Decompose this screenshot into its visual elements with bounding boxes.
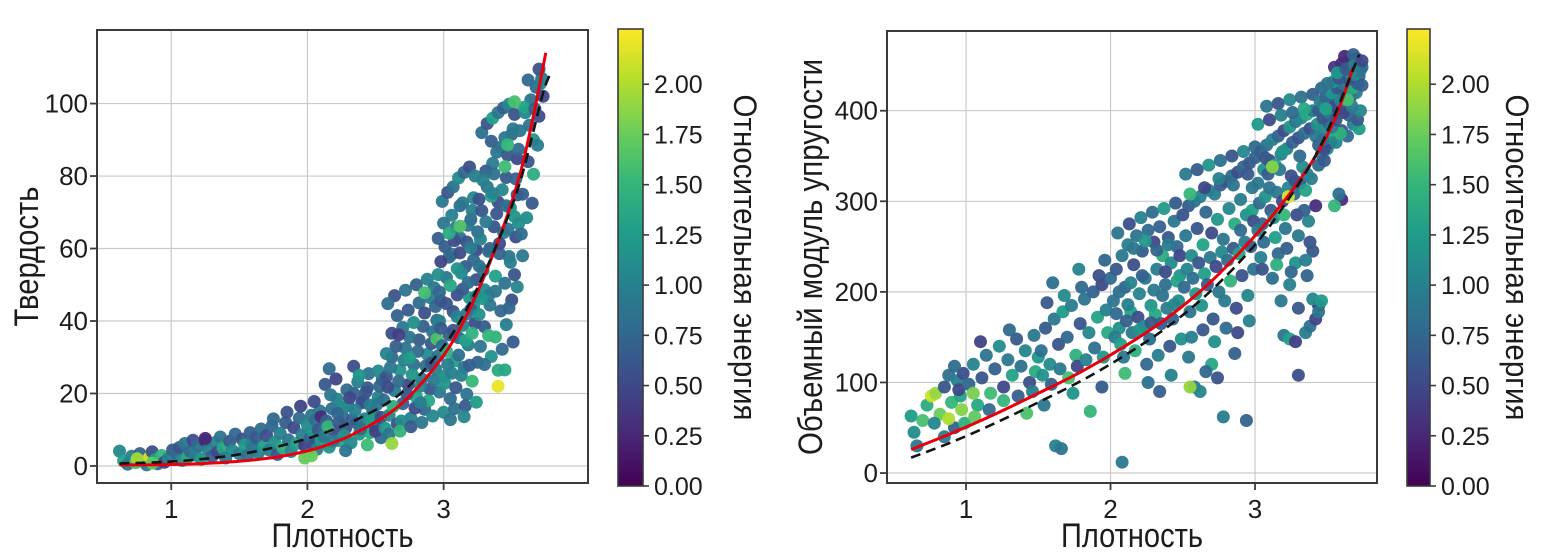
colorbar-tick-label: 0.75 xyxy=(1441,322,1490,350)
colorbar-tick-label: 2.00 xyxy=(1441,71,1490,99)
colorbar-tick-label: 1.25 xyxy=(654,222,703,250)
scatter-points xyxy=(113,62,550,472)
y-tick-label: 0 xyxy=(74,451,88,481)
y-tick-label: 100 xyxy=(835,367,878,397)
colorbar-tick-labels: 0.00 0.25 0.50 0.75 1.00 1.25 1.50 1.75 2.00 xyxy=(654,71,703,501)
axis-ticks xyxy=(90,102,445,490)
y-tick-label: 200 xyxy=(835,277,878,307)
colorbar-label: Относительная энергия xyxy=(1499,95,1535,421)
colorbar-tick-label: 1.50 xyxy=(1441,172,1490,200)
y-tick-label: 300 xyxy=(835,186,878,216)
black-dashed-fit-curve xyxy=(119,74,552,465)
y-axis-label: Твердость xyxy=(8,187,46,327)
black-dashed-fit-curve xyxy=(910,54,1361,459)
colorbar-tick-label: 0.50 xyxy=(654,373,703,401)
x-tick-label: 1 xyxy=(959,494,973,524)
colorbar-tick-label: 1.25 xyxy=(1441,222,1490,250)
plot-border xyxy=(886,30,1378,484)
red-fit-curve xyxy=(119,52,548,467)
hardness-vs-density-panel: 1 2 3 0 20 40 60 80 100 Плотность Твердость 0.00 0.2… xyxy=(8,28,763,554)
colorbar-ticks xyxy=(1430,83,1436,487)
colorbar-label: Относительная энергия xyxy=(727,95,763,421)
colorbar-ticks xyxy=(643,83,649,487)
y-tick-label: 100 xyxy=(45,89,88,119)
colorbar-tick-label: 1.50 xyxy=(654,172,703,200)
y-tick-label: 0 xyxy=(864,458,878,488)
x-axis-label: Плотность xyxy=(272,517,414,554)
bulk-modulus-vs-density-panel: 1 2 3 0 100 200 300 400 Плотность Объемный модуль… xyxy=(792,28,1535,554)
colorbar-tick-label: 0.00 xyxy=(1441,473,1490,501)
y-tick-label: 400 xyxy=(835,96,878,126)
x-axis-label: Плотность xyxy=(1061,517,1203,554)
colorbar-tick-label: 0.25 xyxy=(1441,423,1490,451)
y-tick-label: 40 xyxy=(59,306,88,336)
colorbar-tick-label: 1.00 xyxy=(654,272,703,300)
axis-tick-labels: 1 2 3 0 100 200 300 400 xyxy=(835,96,1263,524)
colorbar-tick-label: 0.25 xyxy=(654,423,703,451)
x-tick-label: 1 xyxy=(164,494,178,524)
colorbar-tick-label: 0.50 xyxy=(1441,373,1490,401)
colorbar xyxy=(1406,28,1431,487)
y-tick-label: 20 xyxy=(59,378,88,408)
y-axis-label: Объемный модуль упругости xyxy=(792,59,830,455)
colorbar xyxy=(617,28,644,487)
colorbar-tick-label: 2.00 xyxy=(654,71,703,99)
axis-ticks xyxy=(880,109,1256,490)
plot-border xyxy=(96,29,589,484)
y-tick-label: 80 xyxy=(59,161,88,191)
colorbar-tick-label: 1.00 xyxy=(1441,272,1490,300)
y-tick-label: 60 xyxy=(59,234,88,264)
x-tick-label: 3 xyxy=(436,494,450,524)
x-tick-label: 2 xyxy=(300,494,314,524)
colorbar-tick-label: 0.00 xyxy=(654,473,703,501)
colorbar-tick-label: 1.75 xyxy=(1441,121,1490,149)
colorbar-tick-label: 1.75 xyxy=(654,121,703,149)
x-tick-label: 3 xyxy=(1248,494,1262,524)
x-tick-label: 2 xyxy=(1103,494,1117,524)
colorbar-tick-label: 0.75 xyxy=(654,322,703,350)
red-fit-curve xyxy=(910,66,1355,451)
axis-tick-labels: 1 2 3 0 20 40 60 80 100 xyxy=(45,89,451,524)
colorbar-tick-labels: 0.00 0.25 0.50 0.75 1.00 1.25 1.50 1.75 2.00 xyxy=(1441,71,1490,501)
